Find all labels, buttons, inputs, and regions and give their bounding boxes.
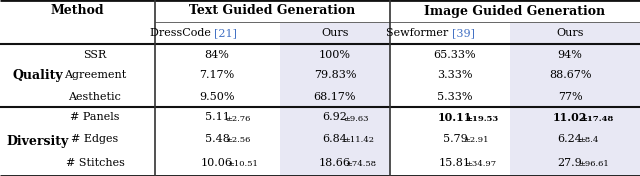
Bar — [510, 22, 640, 44]
Text: 77%: 77% — [557, 92, 582, 102]
Text: 94%: 94% — [557, 49, 582, 59]
Text: Text Guided Generation: Text Guided Generation — [189, 5, 356, 17]
Text: 65.33%: 65.33% — [434, 49, 476, 59]
Bar — [510, 65, 640, 86]
Text: # Panels: # Panels — [70, 112, 120, 122]
Text: Quality: Quality — [13, 69, 63, 82]
Text: 10.06: 10.06 — [201, 158, 233, 168]
Text: SSR: SSR — [83, 49, 107, 59]
Text: Aesthetic: Aesthetic — [68, 92, 122, 102]
Bar — [280, 149, 390, 176]
Text: 11.02: 11.02 — [553, 112, 587, 123]
Text: 9.50%: 9.50% — [199, 92, 235, 102]
Bar — [280, 128, 390, 149]
Text: 3.33%: 3.33% — [437, 71, 473, 80]
Text: 6.24: 6.24 — [557, 134, 582, 143]
Bar — [280, 22, 390, 44]
Text: ±2.91: ±2.91 — [463, 136, 488, 144]
Text: 5.48: 5.48 — [205, 134, 229, 143]
Text: 84%: 84% — [205, 49, 229, 59]
Text: ±2.56: ±2.56 — [225, 136, 250, 144]
Text: Agreement: Agreement — [64, 71, 126, 80]
Text: Image Guided Generation: Image Guided Generation — [424, 5, 605, 17]
Text: [39]: [39] — [452, 28, 475, 38]
Text: ±74.58: ±74.58 — [345, 160, 376, 168]
Text: 6.92: 6.92 — [323, 112, 348, 122]
Text: 18.66: 18.66 — [319, 158, 351, 168]
Bar — [510, 149, 640, 176]
Text: ±17.48: ±17.48 — [580, 115, 613, 123]
Text: ±34.97: ±34.97 — [465, 160, 496, 168]
Text: Sewformer: Sewformer — [387, 28, 452, 38]
Text: 15.81: 15.81 — [439, 158, 471, 168]
Bar — [510, 107, 640, 128]
Bar — [510, 44, 640, 65]
Text: 27.9: 27.9 — [557, 158, 582, 168]
Text: 5.79: 5.79 — [443, 134, 467, 143]
Text: 100%: 100% — [319, 49, 351, 59]
Text: 10.11: 10.11 — [438, 112, 472, 123]
Text: ±8.4: ±8.4 — [578, 136, 598, 144]
Text: ±9.63: ±9.63 — [343, 115, 369, 123]
Text: Ours: Ours — [321, 28, 349, 38]
Bar — [510, 128, 640, 149]
Text: 88.67%: 88.67% — [548, 71, 591, 80]
Bar — [280, 44, 390, 65]
Text: ±19.53: ±19.53 — [465, 115, 498, 123]
Text: # Edges: # Edges — [72, 134, 118, 143]
Text: 5.33%: 5.33% — [437, 92, 473, 102]
Text: 5.11: 5.11 — [205, 112, 229, 122]
Bar — [280, 65, 390, 86]
Text: DressCode: DressCode — [150, 28, 214, 38]
Text: Ours: Ours — [556, 28, 584, 38]
Text: ±2.76: ±2.76 — [225, 115, 250, 123]
Text: ±10.51: ±10.51 — [227, 160, 258, 168]
Text: Diversity: Diversity — [7, 135, 69, 148]
Bar — [280, 107, 390, 128]
Text: 7.17%: 7.17% — [200, 71, 235, 80]
Bar — [280, 86, 390, 107]
Text: Method: Method — [50, 5, 104, 17]
Text: # Stitches: # Stitches — [65, 158, 124, 168]
Bar — [510, 86, 640, 107]
Text: 79.83%: 79.83% — [314, 71, 356, 80]
Text: [21]: [21] — [214, 28, 237, 38]
Text: ±96.61: ±96.61 — [578, 160, 609, 168]
Text: ±11.42: ±11.42 — [343, 136, 374, 144]
Text: 68.17%: 68.17% — [314, 92, 356, 102]
Text: 6.84: 6.84 — [323, 134, 348, 143]
